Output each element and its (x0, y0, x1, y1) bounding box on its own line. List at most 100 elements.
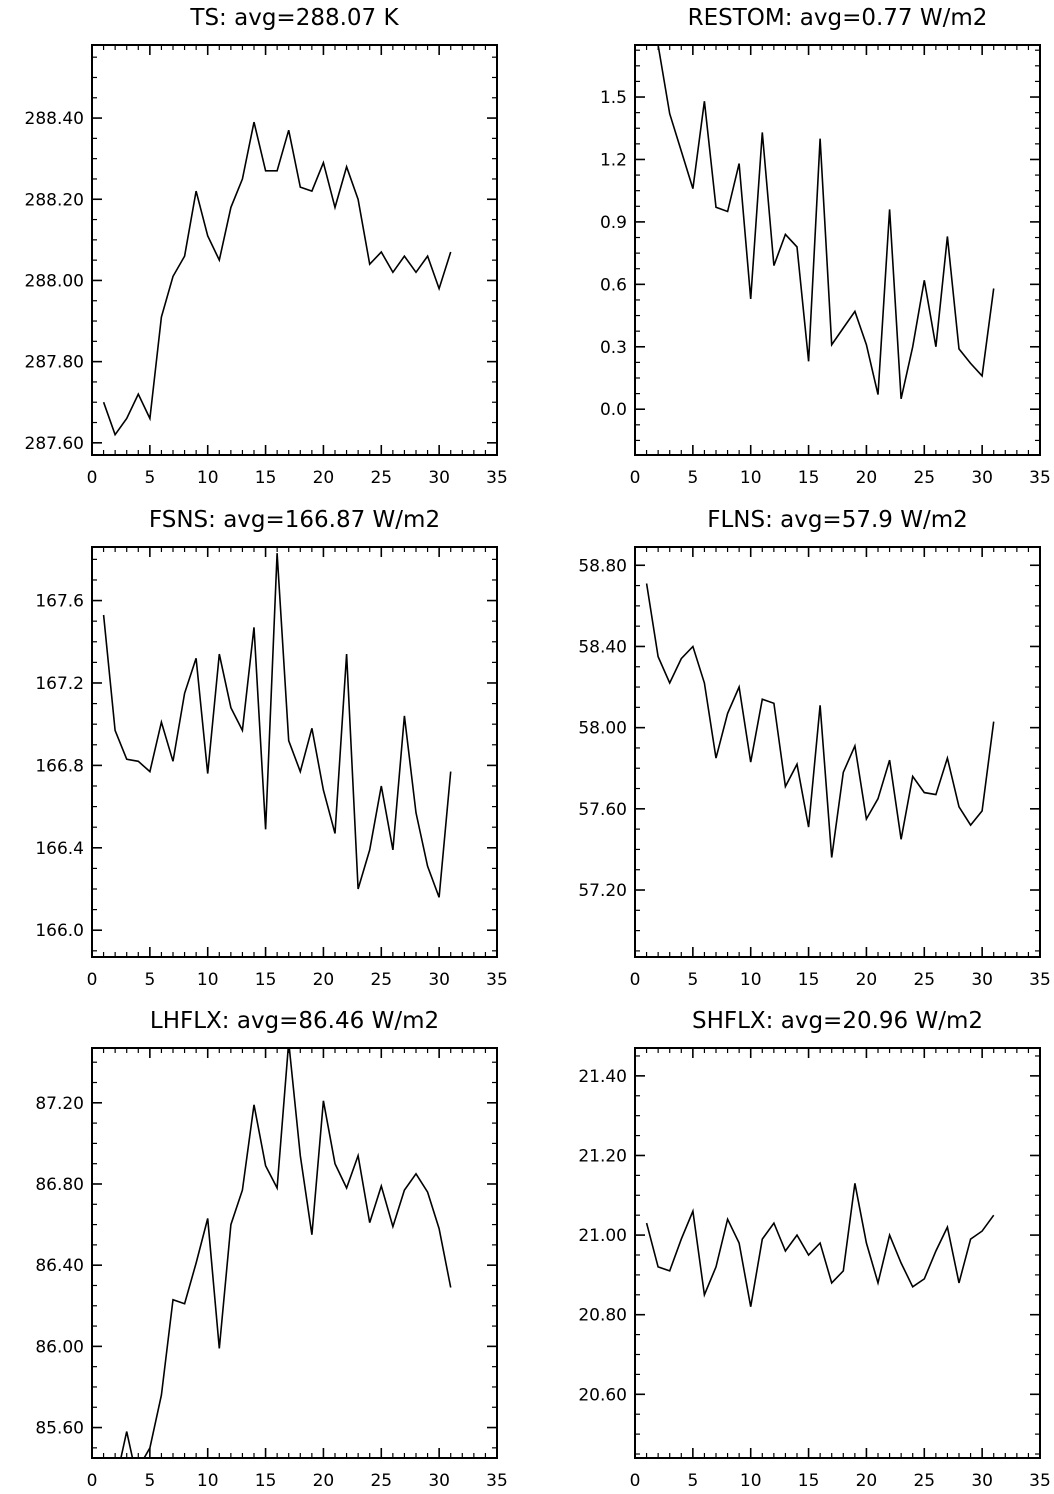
y-tick-label: 58.00 (578, 719, 627, 739)
chart-title: TS: avg=288.07 K (189, 5, 399, 31)
y-tick-label: 21.00 (578, 1226, 627, 1246)
chart-title: FLNS: avg=57.9 W/m2 (707, 507, 968, 533)
y-tick-label: 1.5 (600, 88, 627, 108)
y-tick-label: 20.80 (578, 1306, 627, 1326)
x-tick-label: 20 (313, 1471, 335, 1491)
y-tick-label: 20.60 (578, 1385, 627, 1405)
x-tick-label: 35 (486, 468, 508, 488)
panel-flns: FLNS: avg=57.9 W/m2 0 5 10 15 20 25 30 35 57.20 57… (578, 507, 1050, 990)
x-tick-label: 5 (144, 970, 155, 990)
y-tick-label: 287.60 (25, 434, 84, 454)
chart-title: RESTOM: avg=0.77 W/m2 (688, 5, 988, 31)
series-line (657, 45, 995, 399)
plot-frame (91, 1047, 498, 1459)
y-tick-label: 21.20 (578, 1146, 627, 1166)
y-tick-label: 57.20 (578, 881, 627, 901)
y-tick-label: 166.0 (35, 921, 84, 941)
series-line (120, 1048, 452, 1458)
x-tick-label: 25 (913, 1471, 935, 1491)
x-tick-label: 35 (486, 970, 508, 990)
y-tick-label: 21.40 (578, 1067, 627, 1087)
x-tick-label: 10 (740, 970, 762, 990)
x-tick-label: 25 (370, 1471, 392, 1491)
y-tick-label: 166.8 (35, 756, 84, 776)
chart-title: SHFLX: avg=20.96 W/m2 (692, 1008, 983, 1034)
x-tick-label: 5 (144, 1471, 155, 1491)
y-tick-label: 288.20 (25, 190, 84, 210)
x-tick-label: 20 (856, 1471, 878, 1491)
x-tick-label: 15 (798, 970, 820, 990)
y-tick-label: 86.40 (35, 1256, 84, 1276)
y-tick-label: 87.20 (35, 1094, 84, 1114)
x-tick-label: 0 (87, 468, 98, 488)
y-tick-label: 86.00 (35, 1337, 84, 1357)
series-line (645, 583, 995, 858)
series-line (102, 553, 452, 898)
chart-title: LHFLX: avg=86.46 W/m2 (150, 1008, 439, 1034)
y-tick-label: 85.60 (35, 1419, 84, 1439)
y-tick-label: 86.80 (35, 1175, 84, 1195)
x-tick-label: 10 (740, 468, 762, 488)
x-tick-label: 10 (197, 468, 219, 488)
x-tick-label: 0 (630, 468, 641, 488)
series-line (645, 1183, 995, 1307)
y-tick-label: 287.80 (25, 353, 84, 373)
panel-lhflx: LHFLX: avg=86.46 W/m2 0 5 10 15 20 25 30 35 85.60… (35, 1008, 507, 1491)
x-tick-label: 0 (87, 970, 98, 990)
x-tick-label: 35 (1029, 1471, 1051, 1491)
x-tick-label: 15 (255, 1471, 277, 1491)
y-tick-label: 166.4 (35, 839, 84, 859)
x-tick-label: 10 (197, 970, 219, 990)
x-tick-label: 25 (913, 970, 935, 990)
y-tick-label: 0.0 (600, 400, 627, 420)
plot-frame (91, 44, 498, 456)
series-line (102, 121, 452, 437)
y-tick-label: 0.9 (600, 213, 627, 233)
x-tick-label: 30 (971, 468, 993, 488)
x-tick-label: 25 (913, 468, 935, 488)
x-tick-label: 10 (197, 1471, 219, 1491)
x-tick-label: 20 (313, 468, 335, 488)
plot-frame (634, 546, 1041, 958)
plot-frame (634, 44, 1041, 456)
panel-fsns: FSNS: avg=166.87 W/m2 0 5 10 15 20 25 30 35 166.0… (35, 507, 507, 990)
x-tick-label: 0 (630, 970, 641, 990)
y-tick-label: 0.3 (600, 338, 627, 358)
x-tick-label: 10 (740, 1471, 762, 1491)
chart-title: FSNS: avg=166.87 W/m2 (149, 507, 440, 533)
y-tick-label: 57.60 (578, 800, 627, 820)
y-tick-label: 288.00 (25, 271, 84, 291)
plot-frame (634, 1047, 1041, 1459)
y-tick-label: 167.2 (35, 674, 84, 694)
y-tick-label: 167.6 (35, 592, 84, 612)
x-tick-label: 30 (428, 970, 450, 990)
x-tick-label: 5 (144, 468, 155, 488)
panel-restom: RESTOM: avg=0.77 W/m2 0 5 10 15 20 25 30 35 0.0 0.… (600, 5, 1051, 488)
x-tick-label: 15 (798, 468, 820, 488)
x-tick-label: 15 (255, 970, 277, 990)
x-tick-label: 5 (687, 468, 698, 488)
x-tick-label: 25 (370, 468, 392, 488)
x-tick-label: 30 (971, 1471, 993, 1491)
x-tick-label: 0 (87, 1471, 98, 1491)
x-tick-label: 35 (1029, 468, 1051, 488)
x-tick-label: 15 (798, 1471, 820, 1491)
x-tick-label: 35 (486, 1471, 508, 1491)
x-tick-label: 20 (313, 970, 335, 990)
y-tick-label: 58.80 (578, 556, 627, 576)
x-tick-label: 25 (370, 970, 392, 990)
x-tick-label: 20 (856, 970, 878, 990)
x-tick-label: 30 (971, 970, 993, 990)
x-tick-label: 5 (687, 1471, 698, 1491)
x-tick-label: 35 (1029, 970, 1051, 990)
panel-shflx: SHFLX: avg=20.96 W/m2 0 5 10 15 20 25 30 35 20.60… (578, 1008, 1050, 1491)
x-tick-label: 30 (428, 468, 450, 488)
y-tick-label: 58.40 (578, 637, 627, 657)
plot-frame (91, 546, 498, 958)
x-tick-label: 0 (630, 1471, 641, 1491)
x-tick-label: 20 (856, 468, 878, 488)
panel-ts: TS: avg=288.07 K 0 5 10 15 20 25 30 35 287.60 287.… (25, 5, 508, 488)
y-tick-label: 288.40 (25, 109, 84, 129)
y-tick-label: 1.2 (600, 150, 627, 170)
x-tick-label: 5 (687, 970, 698, 990)
